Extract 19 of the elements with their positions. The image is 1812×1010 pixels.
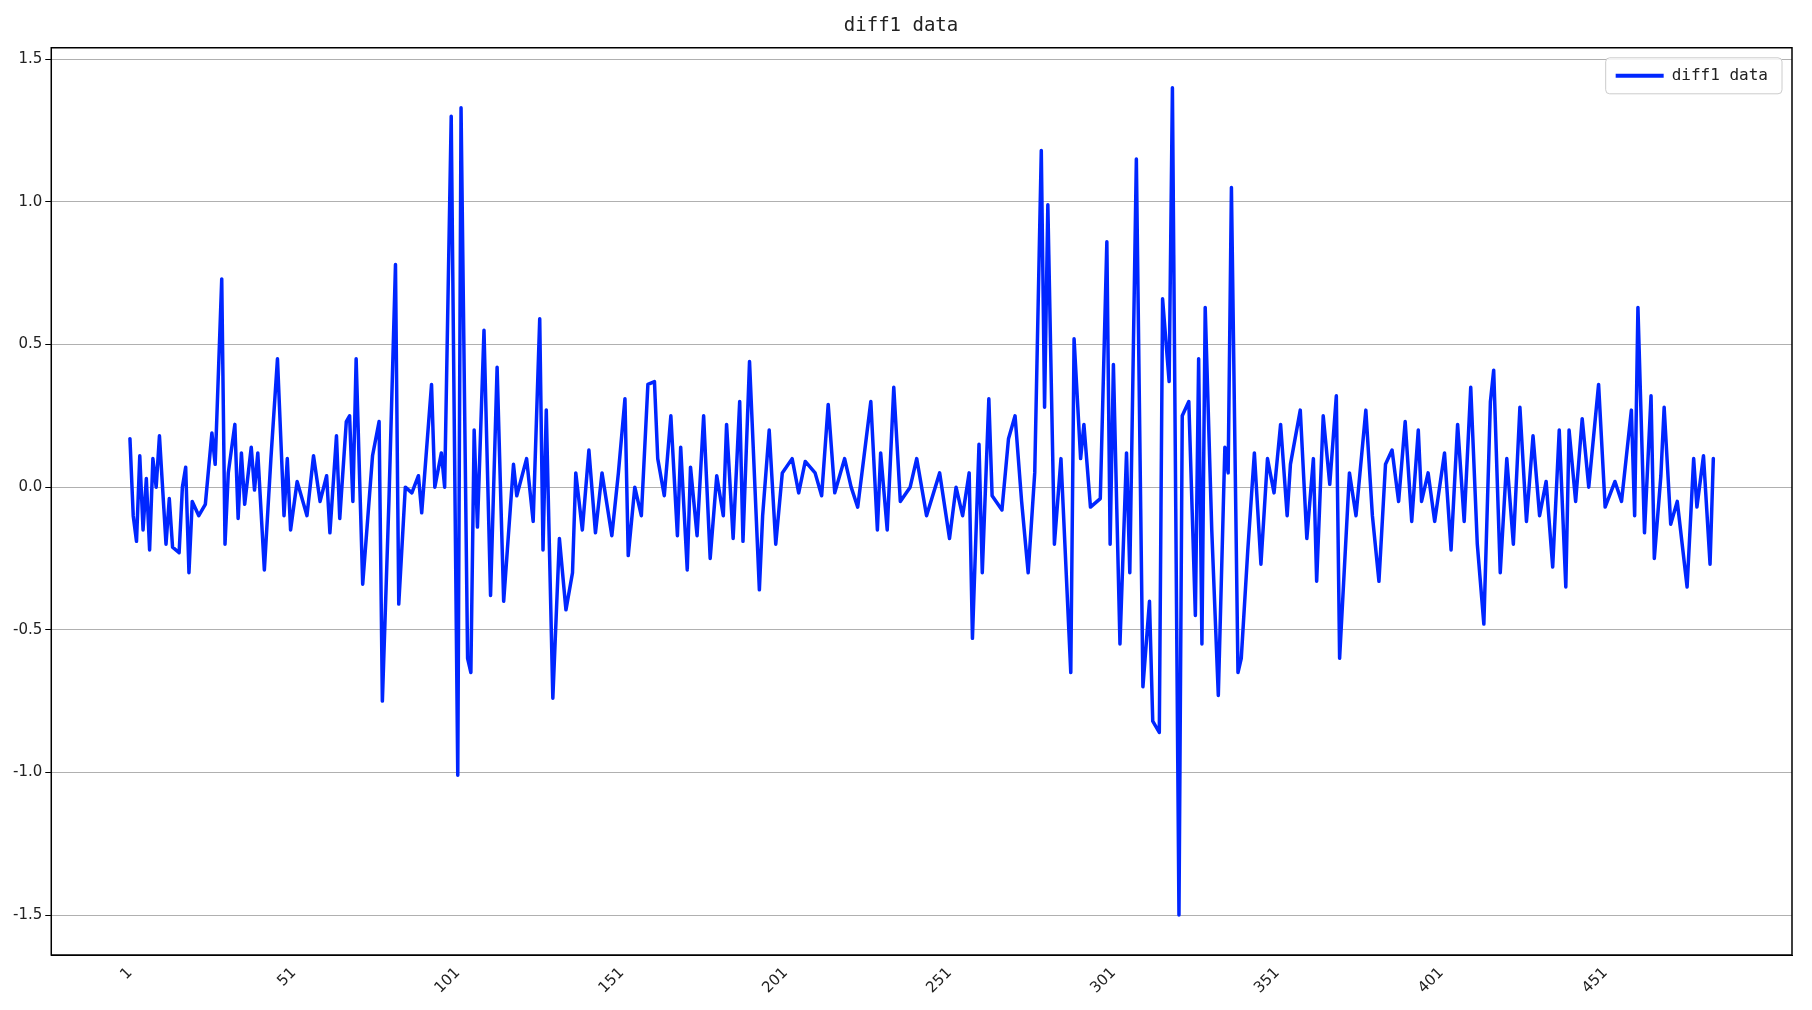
y-tick-label: 1.5 — [18, 49, 43, 68]
y-tick-label: 1.0 — [18, 191, 43, 210]
x-tick-label: 251 — [922, 963, 956, 997]
y-tick-label: 0.0 — [18, 477, 43, 496]
y-tick-label: -0.5 — [12, 619, 43, 638]
x-tick-label: 451 — [1577, 963, 1611, 997]
x-tick-label: 201 — [758, 963, 792, 997]
y-tick-label: -1.5 — [12, 904, 43, 923]
x-tick-label: 301 — [1086, 963, 1119, 997]
y-tick-label: 0.5 — [18, 334, 43, 353]
x-tick-label: 151 — [594, 963, 628, 997]
y-tick-label: -1.0 — [12, 762, 43, 781]
x-tick-label: 351 — [1249, 963, 1283, 997]
chart-title: diff1 data — [843, 13, 959, 36]
x-tick-label: 51 — [273, 963, 300, 990]
x-tick-label: 401 — [1413, 963, 1447, 997]
x-tick-label: 101 — [430, 963, 464, 997]
legend-label: diff1 data — [1671, 64, 1768, 84]
x-tick-label: 1 — [116, 963, 136, 983]
